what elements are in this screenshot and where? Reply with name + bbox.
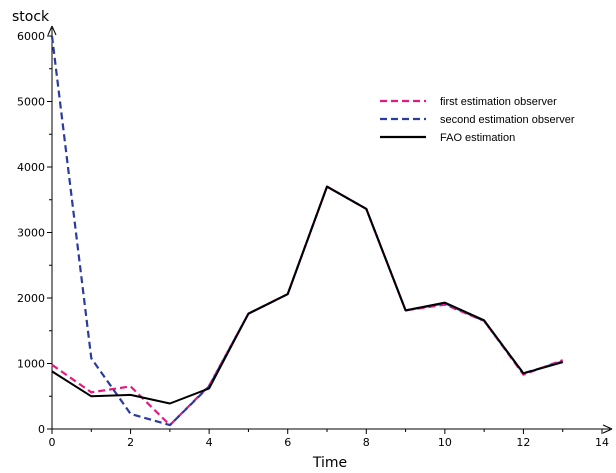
series-line-2 (50, 35, 564, 427)
series-line-3 (51, 185, 563, 405)
x-tick-label: 6 (284, 436, 291, 449)
x-tick-label: 12 (516, 436, 530, 449)
y-tick-label: 3000 (17, 227, 45, 240)
y-axis-title: stock (12, 9, 50, 25)
y-tick-label: 6000 (17, 30, 45, 43)
x-axis-title: Time (312, 455, 347, 471)
legend-label-3: FAO estimation (440, 132, 515, 144)
x-tick-label: 10 (438, 436, 452, 449)
legend: first estimation observer second estimati… (380, 96, 575, 144)
y-tick-label: 5000 (17, 96, 45, 109)
x-tick-label: 0 (49, 436, 56, 449)
y-tick-label: 4000 (17, 161, 45, 174)
legend-label-1: first estimation observer (440, 96, 557, 108)
x-axis-arrow (602, 424, 613, 434)
legend-label-2: second estimation observer (440, 114, 575, 126)
x-tick-label: 14 (595, 436, 609, 449)
axes: 0 2 4 6 8 10 12 14 0 1000 2000 3000 4000 5000 6000 (17, 25, 613, 449)
x-tick-label: 2 (127, 436, 134, 449)
y-axis-arrow (47, 25, 57, 36)
series-line-1 (51, 185, 564, 427)
y-tick-label: 0 (38, 423, 45, 436)
series-layer (50, 35, 564, 427)
x-tick-label: 8 (363, 436, 370, 449)
x-tick-label: 4 (206, 436, 213, 449)
y-tick-label: 2000 (17, 292, 45, 305)
y-tick-label: 1000 (17, 358, 45, 371)
